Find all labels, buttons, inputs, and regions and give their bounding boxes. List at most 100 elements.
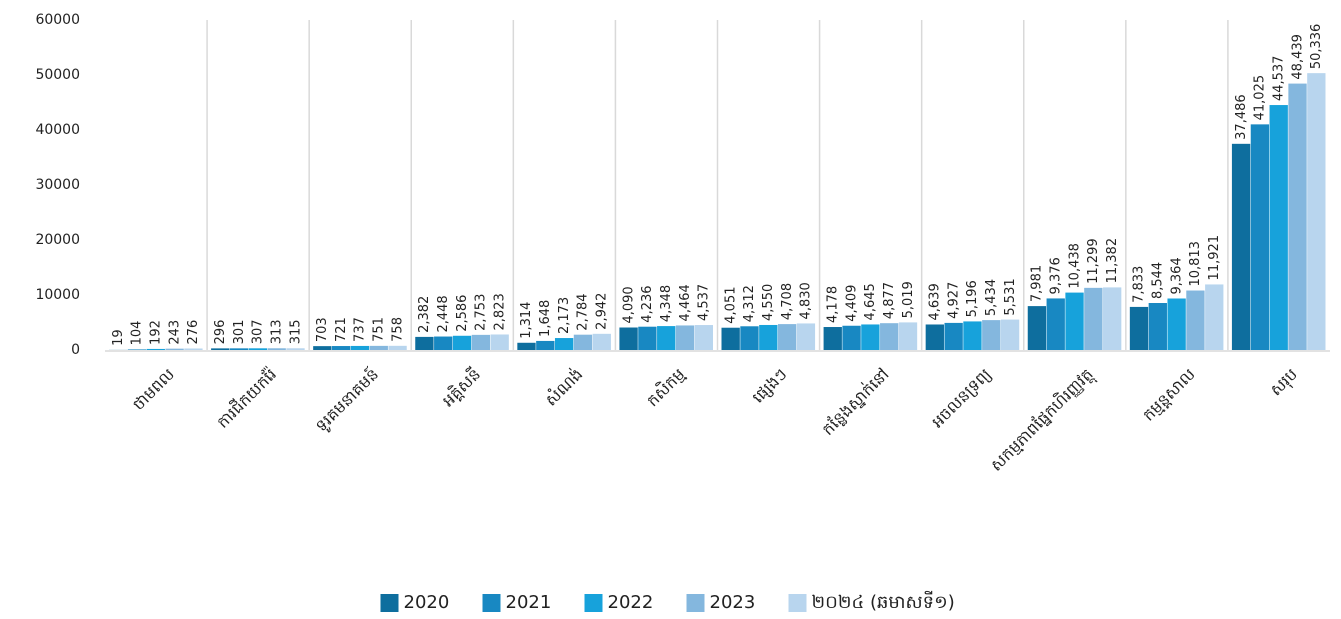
value-label: 4,464 [678,284,693,321]
bar [369,345,388,350]
bar [388,345,407,350]
value-label: 48,439 [1290,34,1305,80]
legend-label: 2021 [506,592,552,613]
y-tick-label: 30000 [35,177,80,193]
value-label: 11,382 [1105,238,1120,284]
bar [1307,73,1326,350]
value-label: 4,409 [844,285,859,322]
value-label: 751 [372,317,387,342]
legend-swatch [584,594,603,612]
value-label: 2,173 [557,297,572,334]
value-label: 1,648 [538,300,553,337]
bar [452,335,472,350]
y-tick-label: 20000 [35,232,80,248]
bar [313,346,332,350]
bar [146,348,165,350]
value-label: 41,025 [1253,75,1268,121]
value-label: 307 [251,319,266,344]
bar [721,327,740,350]
bar [1288,83,1307,350]
value-label: 4,639 [928,283,943,320]
bar [796,323,816,350]
bar [184,348,203,350]
x-tick-label: ការជីកយករ៉ែ [212,364,280,432]
value-label: 2,784 [576,293,591,330]
value-label: 276 [186,320,201,345]
bar [657,326,676,350]
value-label: 2,942 [595,293,610,330]
value-label: 104 [130,321,145,346]
x-tick-label: អចលនទ្រព្យ [928,365,995,432]
value-label: 9,364 [1169,257,1184,294]
value-label: 737 [353,317,368,342]
bar [675,325,695,350]
bar [1129,306,1149,350]
y-tick-label: 50000 [35,67,80,83]
value-label: 44,537 [1271,56,1286,102]
value-label: 10,438 [1067,243,1082,289]
bar [1103,287,1122,350]
value-label: 5,531 [1003,278,1018,315]
bar [1167,298,1186,350]
value-label: 315 [288,319,303,344]
value-label: 1,314 [519,302,534,339]
bar [759,324,778,350]
x-tick-label: សកម្មភាពផ្នែកហិរញ្ញវត្ថុ [986,364,1100,478]
legend-label: 2020 [404,592,450,613]
x-tick-label: ថាមពល [129,365,178,414]
value-label: 2,382 [417,296,432,333]
bar [898,322,918,350]
bar [536,340,555,350]
bar [1231,143,1251,350]
legend-label: 2022 [608,592,654,613]
bar [823,327,842,350]
value-label: 243 [167,320,182,345]
y-tick-label: 10000 [35,287,80,303]
value-label: 37,486 [1234,94,1249,140]
value-label: 19 [111,329,126,346]
value-label: 313 [269,319,284,344]
bar [925,324,944,350]
bar [331,346,351,350]
value-label: 4,348 [659,285,674,322]
x-tick-label: សំណង់ [540,364,586,410]
bar [350,345,370,350]
value-label: 296 [213,320,228,345]
value-label: 4,877 [882,282,897,319]
bar [740,326,759,350]
bar [694,325,713,350]
value-label: 2,823 [492,293,507,330]
bar [861,324,880,350]
x-tick-label: សរុប [1266,365,1302,401]
bar [490,334,509,350]
value-label: 4,645 [863,283,878,320]
legend-swatch [686,594,705,612]
x-tick-label: ផ្សេងៗ [748,365,790,407]
bar [842,325,861,350]
value-label: 5,434 [984,279,999,316]
value-label: 4,178 [825,286,840,323]
x-tick-label: អគ្គិសនី [438,364,484,410]
bar [1046,298,1065,350]
y-tick-label: 60000 [35,12,80,28]
value-label: 5,019 [901,281,916,318]
value-label: 11,921 [1207,235,1222,281]
bar [1027,306,1047,350]
value-label: 10,813 [1188,241,1203,287]
bar [573,334,593,350]
value-label: 4,051 [723,287,738,324]
bar [880,323,899,350]
y-tick-label: 40000 [35,122,80,138]
value-label: 721 [334,317,349,342]
bar [229,348,249,350]
value-label: 4,236 [640,285,655,322]
value-label: 758 [390,317,405,342]
bar [248,348,268,350]
bar [517,342,536,350]
value-label: 2,448 [436,295,451,332]
bar [554,338,574,350]
bar [982,320,1001,350]
bar [777,324,797,350]
